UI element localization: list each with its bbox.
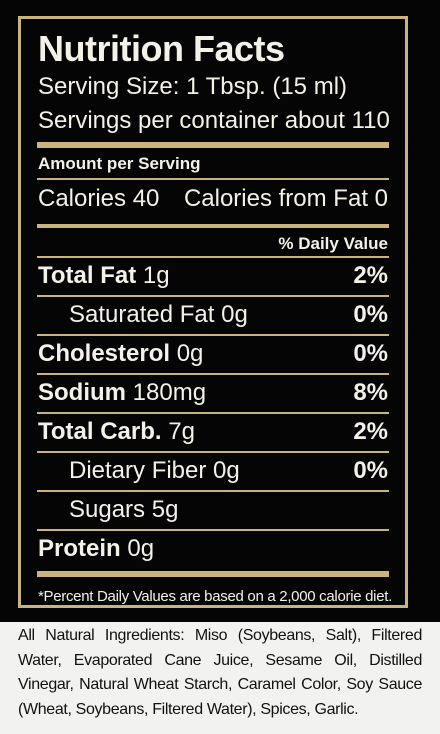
daily-value-footnote: *Percent Daily Values are based on a 2,0… <box>38 588 392 605</box>
nutrient-row-cholesterol: Cholesterol 0g 0% <box>38 337 388 371</box>
thin-divider <box>37 178 389 180</box>
nutrient-amount: 5g <box>151 496 179 523</box>
nutrient-row-sodium: Sodium 180mg 8% <box>38 376 388 410</box>
daily-value-heading: % Daily Value <box>278 234 388 253</box>
thin-divider <box>37 490 389 492</box>
nutrient-amount: 0g <box>213 457 240 484</box>
thin-divider <box>37 373 389 375</box>
ingredients-text: All Natural Ingredients: Miso (Soybeans,… <box>18 627 422 718</box>
nutrient-name: Sugars <box>69 496 146 523</box>
nutrient-percent: 2% <box>353 262 388 289</box>
nutrition-facts-label: Nutrition Facts Serving Size: 1 Tbsp. (1… <box>18 16 408 608</box>
thin-divider <box>37 412 389 414</box>
nutrient-name: Total Carb. <box>38 418 162 445</box>
nutrient-percent: 2% <box>353 418 388 445</box>
nutrient-amount: 0g <box>176 340 204 367</box>
medium-divider <box>37 224 389 228</box>
thin-divider <box>37 451 389 453</box>
thin-divider <box>37 256 389 258</box>
nutrient-row-total-fat: Total Fat 1g 2% <box>38 259 388 293</box>
serving-size: Serving Size: 1 Tbsp. (15 ml) <box>38 73 348 100</box>
calories-value: Calories 40 <box>38 185 160 212</box>
amount-per-serving-heading: Amount per Serving <box>38 154 201 173</box>
thick-divider <box>37 571 389 577</box>
thin-divider <box>37 334 389 336</box>
nutrient-percent: 8% <box>353 379 388 406</box>
nutrient-percent: 0% <box>353 301 388 328</box>
nutrient-percent: 0% <box>353 340 388 367</box>
nutrient-amount: 0g <box>127 535 155 562</box>
nutrient-name: Sodium <box>38 379 126 406</box>
thin-divider <box>37 295 389 297</box>
nutrient-name: Saturated Fat <box>69 301 215 328</box>
nutrient-amount: 7g <box>168 418 195 445</box>
nutrient-row-saturated-fat: Saturated Fat 0g 0% <box>38 298 388 332</box>
nutrient-amount: 180mg <box>132 379 207 406</box>
servings-per-container: Servings per container about 110 <box>38 107 390 134</box>
nutrient-amount: 1g <box>142 262 170 289</box>
nutrient-row-total-carb: Total Carb. 7g 2% <box>38 415 388 449</box>
thick-divider <box>37 142 389 148</box>
calories-from-fat-value: Calories from Fat 0 <box>183 185 388 212</box>
nutrient-name: Dietary Fiber <box>69 457 207 484</box>
nutrient-name: Cholesterol <box>38 340 171 367</box>
calories-row: Calories 40 Calories from Fat 0 <box>38 183 388 215</box>
nutrition-panel: Nutrition Facts Serving Size: 1 Tbsp. (1… <box>0 0 440 622</box>
nutrient-percent: 0% <box>353 457 388 484</box>
nutrient-row-sugars: Sugars 5g <box>38 493 388 527</box>
thin-divider <box>37 529 389 531</box>
nutrient-row-protein: Protein 0g <box>38 532 388 566</box>
nutrient-row-dietary-fiber: Dietary Fiber 0g 0% <box>38 454 388 488</box>
nutrient-name: Protein <box>38 535 121 562</box>
nutrient-name: Total Fat <box>38 262 137 289</box>
nutrient-amount: 0g <box>221 301 248 328</box>
nutrition-facts-title: Nutrition Facts <box>38 28 285 69</box>
